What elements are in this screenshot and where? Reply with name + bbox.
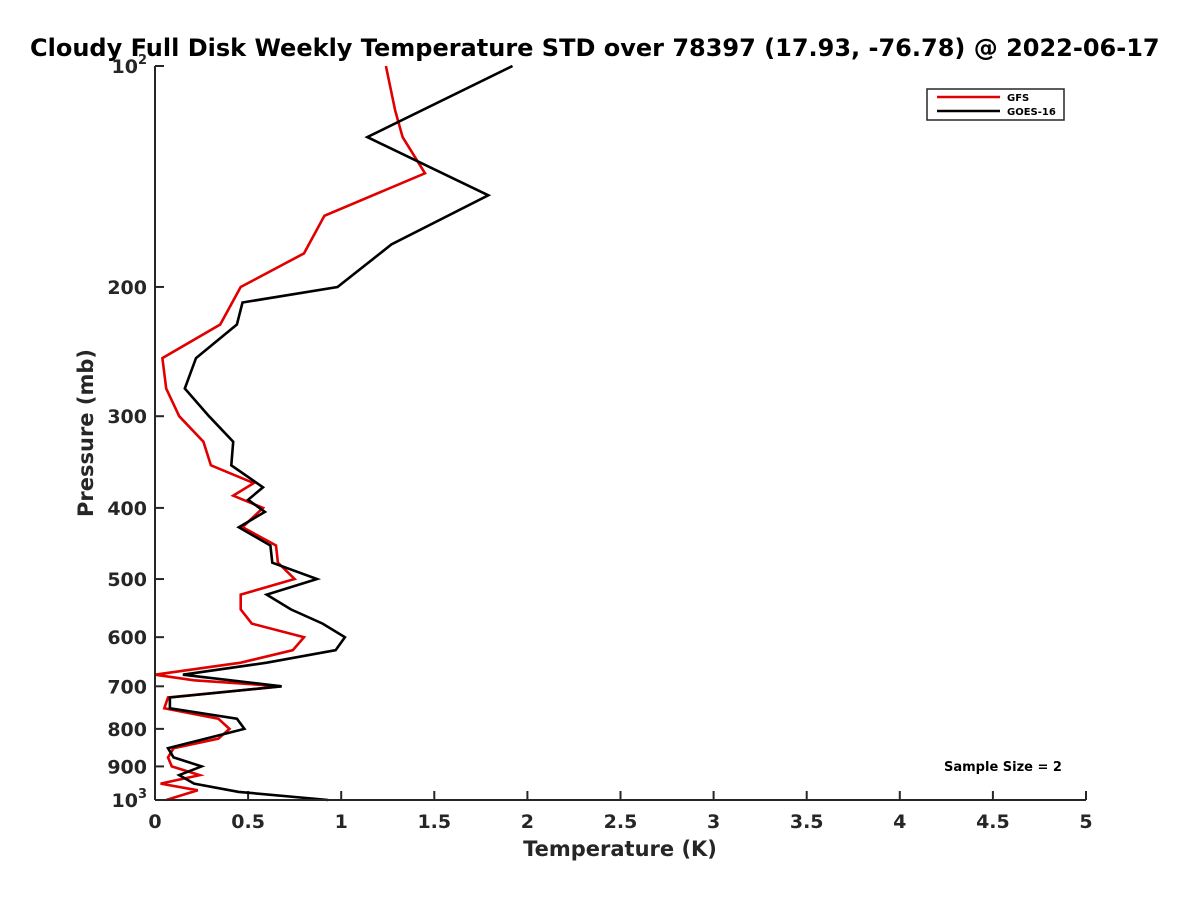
y-tick-base: 10 [112, 56, 138, 78]
y-tick-label: 800 [107, 719, 147, 741]
y-tick-label: 102 [112, 53, 148, 78]
legend: GFS GOES-16 [926, 88, 1065, 121]
series-lines [154, 64, 514, 802]
y-tick-label: 103 [112, 787, 148, 812]
x-tick-label: 4 [893, 811, 906, 833]
x-tick-label: 2.5 [604, 811, 638, 833]
legend-label: GFS [1007, 93, 1029, 104]
x-tick-label: 0.5 [231, 811, 265, 833]
x-axis-ticks: 0 0.5 1 1.5 2 2.5 3 3.5 4 4.5 5 [148, 791, 1093, 833]
y-tick-exponent: 3 [138, 787, 147, 802]
x-tick-label: 1.5 [417, 811, 451, 833]
x-tick-label: 3.5 [790, 811, 824, 833]
y-tick-label: 600 [107, 627, 147, 649]
x-tick-label: 1 [335, 811, 348, 833]
y-tick-base: 10 [112, 790, 138, 812]
y-tick-exponent: 2 [138, 53, 147, 68]
y-axis-label: Pressure (mb) [74, 349, 98, 517]
y-tick-label: 500 [107, 569, 147, 591]
sample-size-annotation: Sample Size = 2 [944, 760, 1062, 775]
legend-box [926, 88, 1065, 121]
x-tick-label: 2 [521, 811, 534, 833]
x-tick-label: 5 [1079, 811, 1092, 833]
y-tick-label: 400 [107, 498, 147, 520]
legend-label: GOES-16 [1007, 107, 1056, 118]
y-tick-label: 300 [107, 406, 147, 428]
x-tick-label: 4.5 [976, 811, 1010, 833]
y-tick-label: 200 [107, 277, 147, 299]
series-line-goes-16 [165, 64, 514, 802]
x-tick-label: 0 [148, 811, 161, 833]
y-tick-label: 700 [107, 676, 147, 698]
x-tick-label: 3 [707, 811, 720, 833]
series-line-gfs [154, 65, 427, 802]
y-tick-label: 900 [107, 756, 147, 778]
chart-title: Cloudy Full Disk Weekly Temperature STD … [30, 34, 1160, 62]
x-axis-label: Temperature (K) [523, 837, 717, 861]
